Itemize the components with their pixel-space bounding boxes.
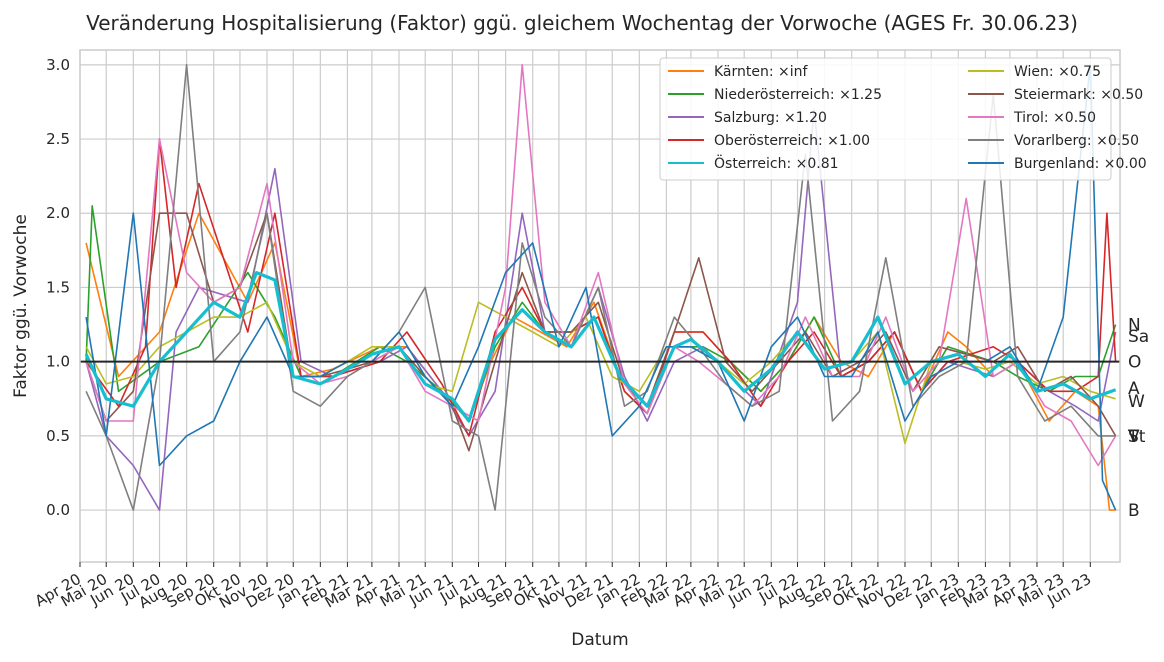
end-label-1: Sa — [1128, 327, 1149, 347]
chart-title: Veränderung Hospitalisierung (Faktor) gg… — [86, 11, 1078, 35]
end-label-0: N — [1128, 316, 1141, 336]
legend-label-7: Tirol: ×0.50 — [1013, 110, 1096, 126]
legend-label-2: Salzburg: ×1.20 — [714, 110, 827, 126]
series-line-4 — [84, 271, 1117, 423]
end-label-8: B — [1128, 501, 1140, 521]
legend-label-9: Burgenland: ×0.00 — [1014, 156, 1147, 172]
plot-frame — [79, 49, 1121, 563]
y-axis-ticks: 0.0 0.5 1.0 1.5 2.0 2.5 3.0 — [46, 56, 70, 519]
y-tick-label: 2.0 — [46, 204, 70, 222]
y-tick-label: 0.0 — [46, 501, 70, 519]
y-tick-label: 0.5 — [46, 427, 70, 445]
end-label-4: W — [1128, 392, 1145, 412]
y-tick-label: 1.5 — [46, 278, 70, 296]
end-label-6: St — [1128, 427, 1146, 447]
series-line-3 — [85, 138, 1117, 437]
end-label-7: T — [1127, 427, 1139, 447]
y-axis-label: Faktor ggü. Vorwoche — [11, 214, 31, 398]
legend-label-5: Wien: ×0.75 — [1014, 64, 1101, 80]
legend: Kärnten: ×inf Niederösterreich: ×1.25 Salz… — [659, 57, 1147, 181]
y-tick-label: 2.5 — [46, 130, 70, 148]
series-line-8 — [85, 64, 1116, 511]
legend-label-1: Niederösterreich: ×1.25 — [714, 87, 882, 103]
legend-label-8: Vorarlberg: ×0.50 — [1014, 133, 1139, 149]
y-tick-label: 3.0 — [46, 56, 70, 74]
end-label-2: O — [1128, 353, 1141, 373]
y-tick-label: 1.0 — [46, 353, 70, 371]
legend-label-4: Österreich: ×0.81 — [714, 154, 839, 172]
series-line-7 — [85, 64, 1117, 467]
legend-frame — [659, 57, 1112, 181]
legend-label-0: Kärnten: ×inf — [714, 64, 809, 80]
x-axis-label: Datum — [571, 630, 629, 650]
legend-label-6: Steiermark: ×0.50 — [1014, 87, 1143, 103]
series-lines — [84, 64, 1117, 511]
legend-label-3: Oberösterreich: ×1.00 — [714, 133, 870, 149]
end-label-3: A — [1128, 379, 1140, 399]
end-label-5: V — [1128, 427, 1140, 447]
